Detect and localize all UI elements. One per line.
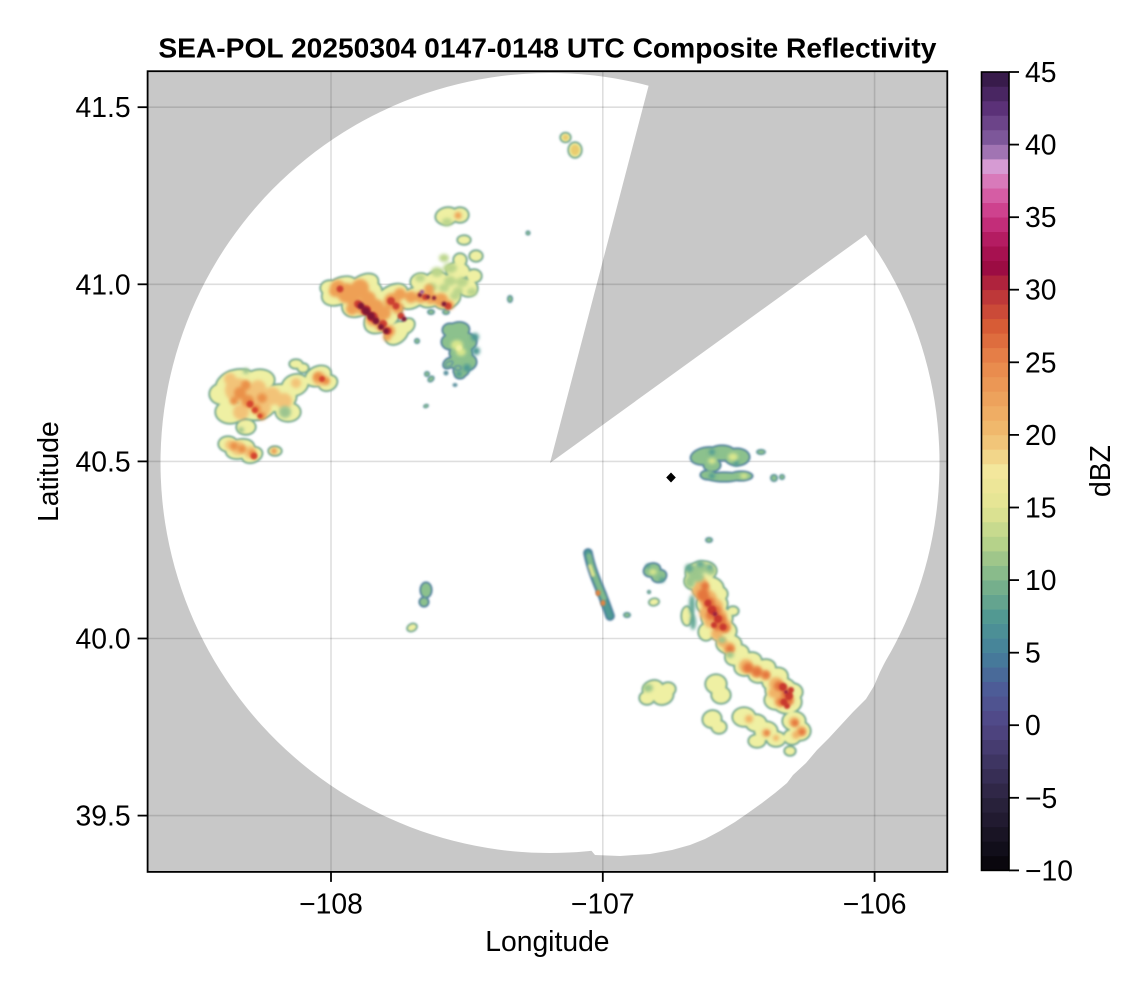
svg-text:41.0: 41.0: [76, 268, 131, 300]
svg-text:dBZ: dBZ: [1084, 445, 1116, 497]
svg-text:5: 5: [1025, 637, 1041, 669]
svg-text:39.5: 39.5: [76, 800, 131, 832]
svg-text:25: 25: [1025, 346, 1056, 378]
svg-text:−108: −108: [299, 887, 363, 919]
svg-text:35: 35: [1025, 201, 1056, 233]
svg-text:−107: −107: [571, 887, 635, 919]
svg-text:−5: −5: [1025, 782, 1057, 814]
svg-text:40.5: 40.5: [76, 445, 131, 477]
svg-text:Longitude: Longitude: [485, 925, 609, 957]
svg-text:SEA-POL 20250304 0147-0148 UTC: SEA-POL 20250304 0147-0148 UTC Composite…: [158, 31, 936, 63]
svg-text:30: 30: [1025, 274, 1056, 306]
svg-text:10: 10: [1025, 564, 1056, 596]
svg-text:−106: −106: [843, 887, 907, 919]
svg-text:20: 20: [1025, 419, 1056, 451]
svg-text:−10: −10: [1025, 854, 1073, 886]
svg-text:40: 40: [1025, 129, 1056, 161]
svg-text:0: 0: [1025, 709, 1041, 741]
svg-text:40.0: 40.0: [76, 623, 131, 655]
svg-text:41.5: 41.5: [76, 91, 131, 123]
svg-text:Latitude: Latitude: [32, 421, 64, 522]
svg-text:45: 45: [1025, 56, 1056, 88]
svg-text:15: 15: [1025, 492, 1056, 524]
